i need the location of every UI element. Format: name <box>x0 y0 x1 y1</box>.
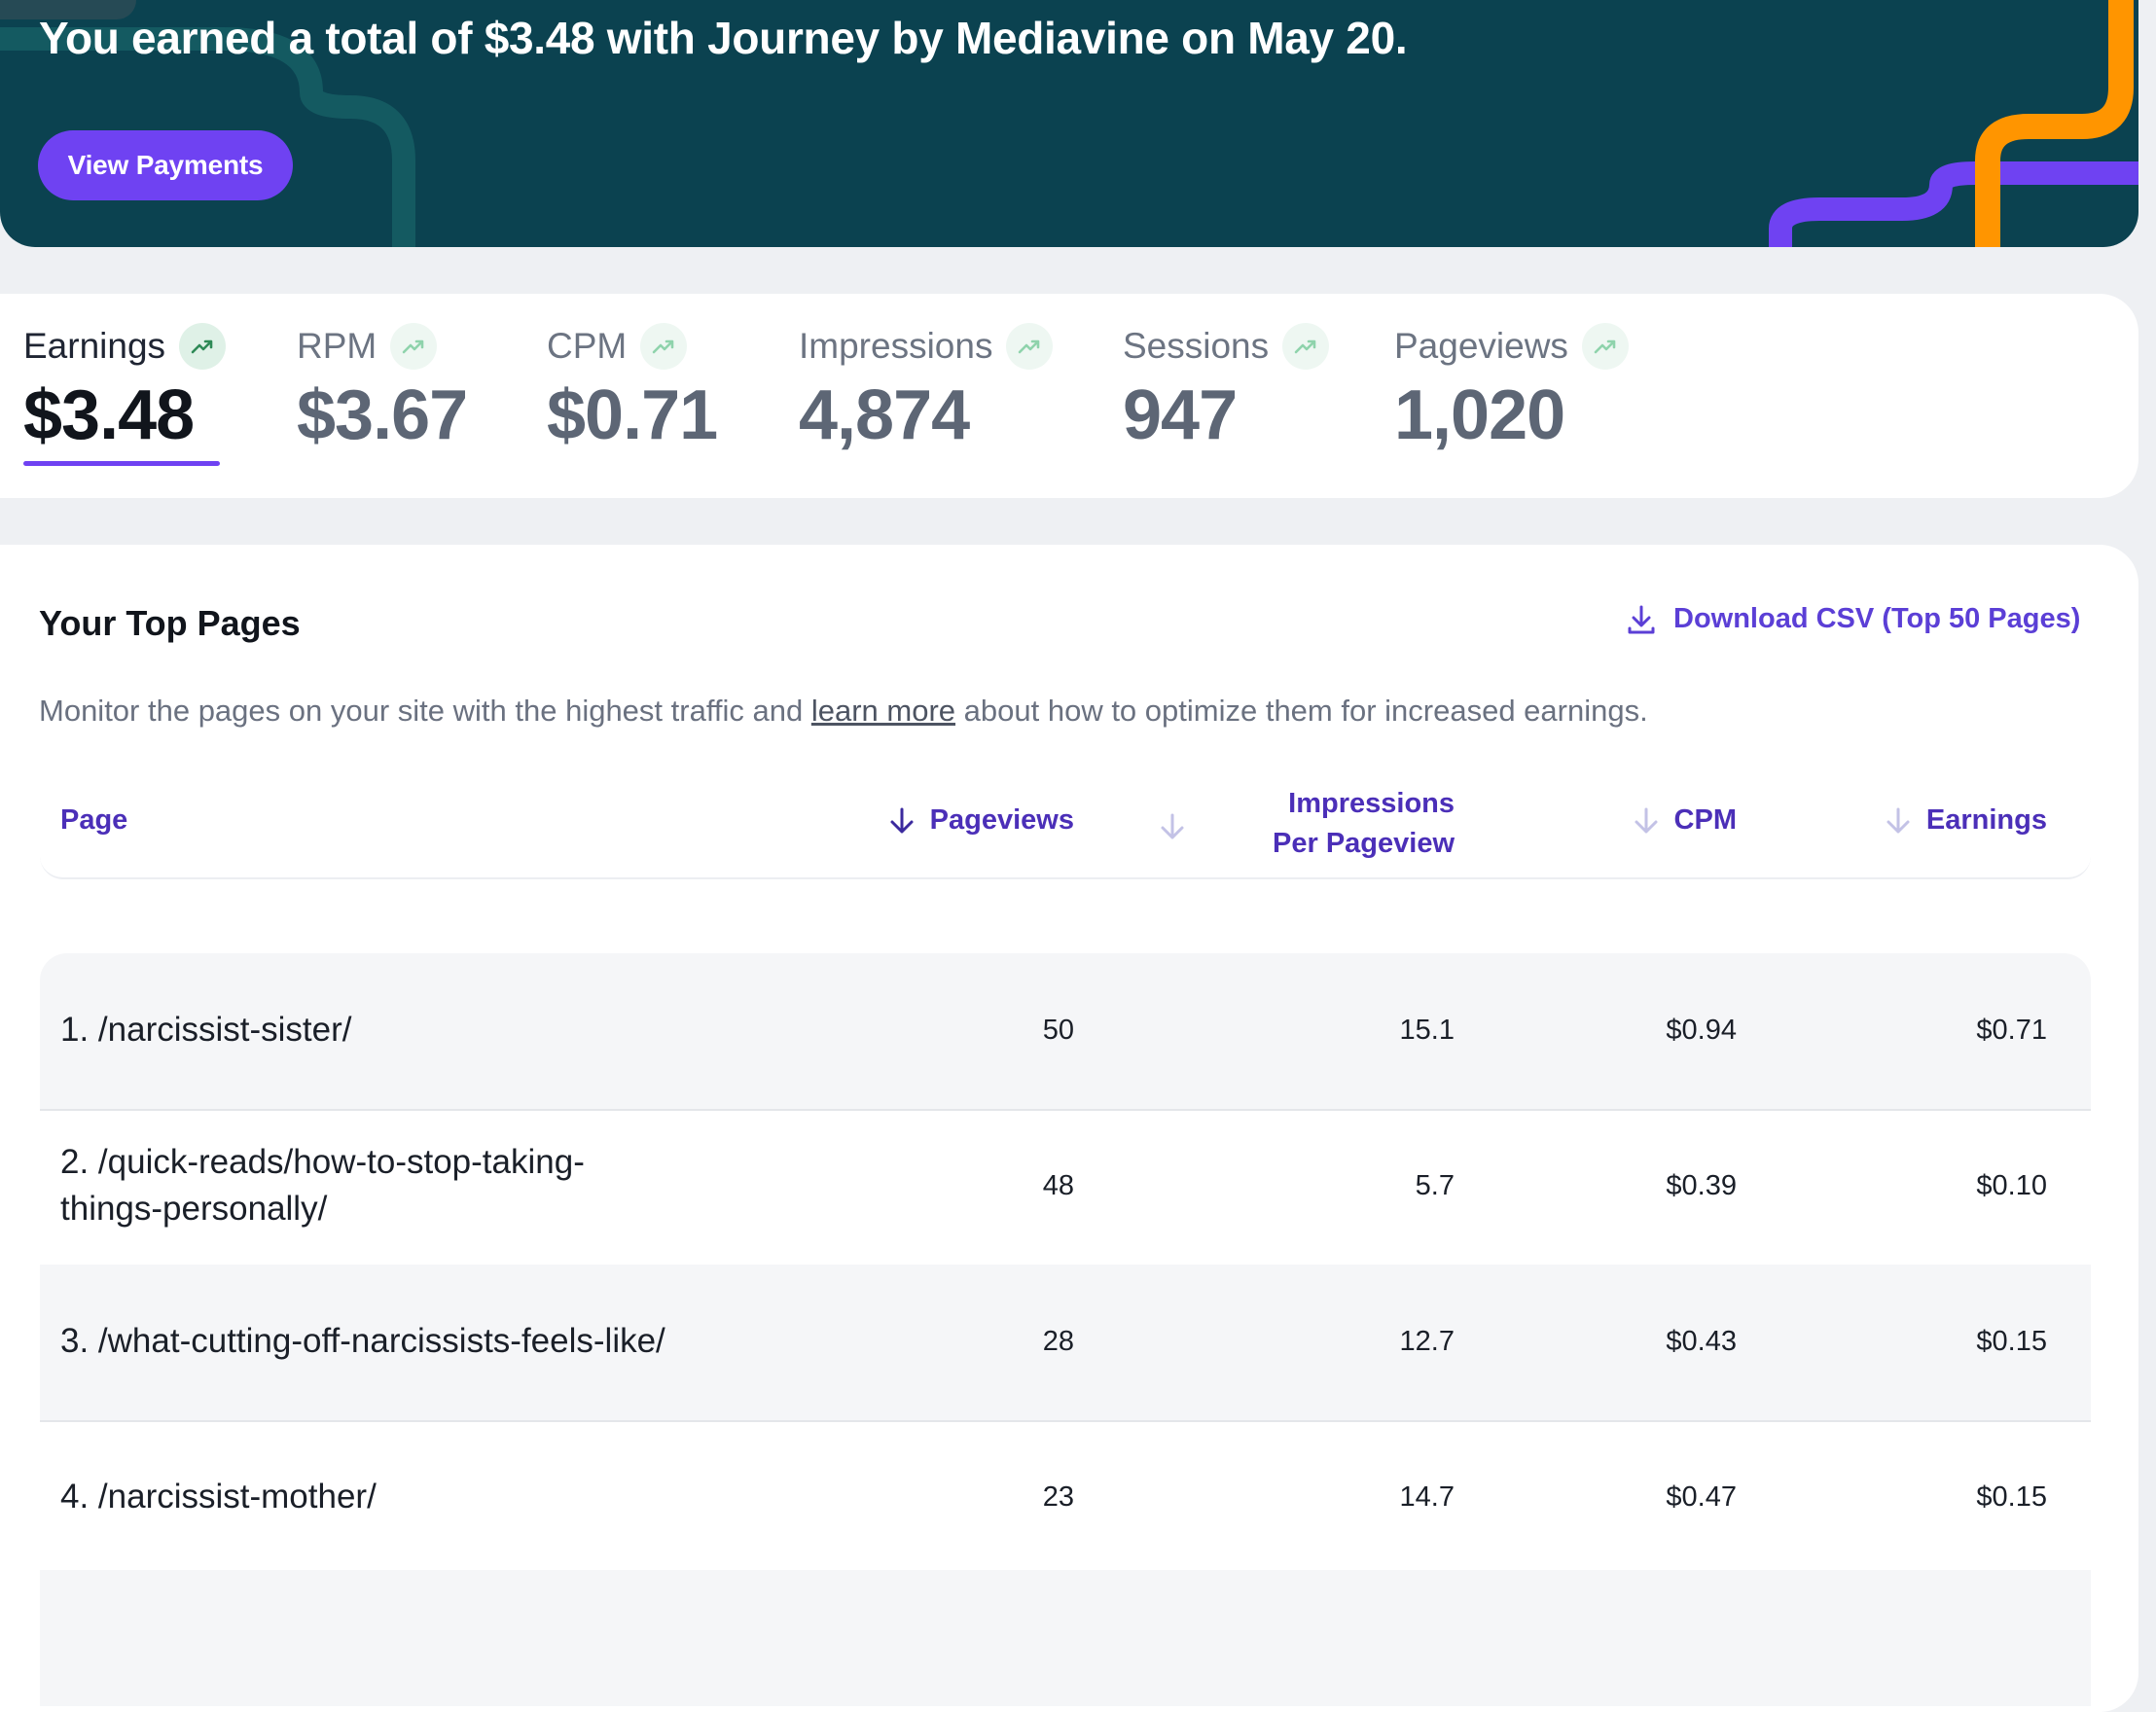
stat-label: CPM <box>547 326 628 366</box>
download-csv-label: Download CSV (Top 50 Pages) <box>1673 603 2081 634</box>
trend-up-icon <box>1282 323 1330 370</box>
table-row[interactable]: 2. /quick-reads/how-to-stop-taking- thin… <box>40 1109 2091 1266</box>
pageviews-cell: 50 <box>1042 1014 1074 1046</box>
stat-tab-impressions[interactable]: Impressions 4,874 <box>799 294 1061 498</box>
table-row[interactable]: 3. /what-cutting-off-narcissists-feels-l… <box>40 1265 2091 1422</box>
table-header: Page Pageviews Impressions Per Pageview … <box>40 768 2091 879</box>
page-cell: 4. /narcissist-mother/ <box>60 1420 800 1574</box>
stat-label: Impressions <box>799 326 993 366</box>
active-tab-underline <box>23 461 220 466</box>
page-path-line2: things-personally/ <box>60 1190 328 1228</box>
column-header-label: Pageviews <box>929 804 1074 836</box>
trend-up-icon <box>390 323 438 370</box>
impressions-per-pageview-cell: 5.7 <box>1415 1169 1455 1201</box>
pageviews-cell: 28 <box>1042 1325 1074 1357</box>
impressions-per-pageview-cell: 15.1 <box>1399 1014 1455 1046</box>
impressions-per-pageview-cell: 14.7 <box>1399 1480 1455 1513</box>
earnings-cell: $0.15 <box>1976 1325 2047 1357</box>
trend-up-icon <box>1006 323 1054 370</box>
stat-tab-pageviews[interactable]: Pageviews 1,020 <box>1394 294 1647 498</box>
stat-label: Sessions <box>1123 326 1270 366</box>
column-header-cpm[interactable]: CPM <box>1632 804 1737 837</box>
download-icon <box>1628 605 1655 633</box>
stat-label: Earnings <box>23 326 166 366</box>
top-tab <box>0 0 136 19</box>
pageviews-cell: 23 <box>1042 1480 1074 1513</box>
cpm-cell: $0.43 <box>1666 1325 1737 1357</box>
stat-tab-cpm[interactable]: CPM $0.71 <box>547 294 741 498</box>
cpm-cell: $0.47 <box>1666 1480 1737 1513</box>
column-header-pageviews[interactable]: Pageviews <box>887 804 1074 837</box>
impressions-per-pageview-cell: 12.7 <box>1399 1325 1455 1357</box>
stat-value: $0.71 <box>547 376 718 454</box>
sort-arrow-down-icon[interactable] <box>1158 811 1187 842</box>
banner-title: You earned a total of $3.48 with Journey… <box>39 13 1408 63</box>
table-row-partial[interactable] <box>40 1570 2091 1706</box>
earnings-cell: $0.15 <box>1976 1480 2047 1513</box>
stat-value: 4,874 <box>799 376 970 454</box>
trend-up-icon <box>640 323 688 370</box>
column-header-label: CPM <box>1673 804 1737 836</box>
stat-value: 947 <box>1123 376 1238 454</box>
page-path: 4. /narcissist-mother/ <box>60 1478 377 1516</box>
column-header-label-line1: Impressions <box>1288 788 1455 819</box>
page-cell: 2. /quick-reads/how-to-stop-taking- thin… <box>60 1109 800 1263</box>
sort-arrow-down-icon <box>890 807 914 833</box>
stat-label: RPM <box>297 326 377 366</box>
cpm-cell: $0.39 <box>1666 1169 1737 1201</box>
page-path: 1. /narcissist-sister/ <box>60 1011 352 1049</box>
stat-tab-rpm[interactable]: RPM $3.67 <box>297 294 491 498</box>
table-row[interactable]: 1. /narcissist-sister/ 50 15.1 $0.94 $0.… <box>40 953 2091 1111</box>
trend-up-icon <box>179 323 227 370</box>
earnings-banner: You earned a total of $3.48 with Journey… <box>0 0 2138 247</box>
page-cell: 3. /what-cutting-off-narcissists-feels-l… <box>60 1265 800 1418</box>
column-header-impressions-per-pageview[interactable]: Impressions Per Pageview <box>1273 784 1455 864</box>
description-text-before: Monitor the pages on your site with the … <box>39 694 811 728</box>
column-header-page[interactable]: Page <box>60 804 128 836</box>
table-row[interactable]: 4. /narcissist-mother/ 23 14.7 $0.47 $0.… <box>40 1420 2091 1578</box>
section-description: Monitor the pages on your site with the … <box>39 694 1648 729</box>
earnings-cell: $0.10 <box>1976 1169 2047 1201</box>
trend-up-icon <box>1581 323 1629 370</box>
banner-decoration <box>0 0 2138 247</box>
download-csv-link[interactable]: Download CSV (Top 50 Pages) <box>1627 603 2080 635</box>
stat-value: 1,020 <box>1394 376 1565 454</box>
top-pages-card: Your Top Pages Download CSV (Top 50 Page… <box>0 545 2138 1712</box>
stat-label: Pageviews <box>1394 326 1568 366</box>
learn-more-link[interactable]: learn more <box>810 694 956 728</box>
stat-value: $3.67 <box>297 376 468 454</box>
stat-value: $3.48 <box>23 376 195 454</box>
stat-tab-sessions[interactable]: Sessions 947 <box>1123 294 1347 498</box>
stats-card: Earnings $3.48 RPM $3.67 CPM $0.71 Impre… <box>0 294 2138 498</box>
page-path-line1: 2. /quick-reads/how-to-stop-taking- <box>60 1143 585 1181</box>
description-text-after: about how to optimize them for increased… <box>955 694 1648 728</box>
column-header-label-line2: Per Pageview <box>1273 828 1455 859</box>
view-payments-button[interactable]: View Payments <box>38 130 293 200</box>
stat-tab-earnings[interactable]: Earnings $3.48 <box>23 294 228 498</box>
pageviews-cell: 48 <box>1042 1169 1074 1201</box>
section-title: Your Top Pages <box>39 603 301 643</box>
column-header-label: Earnings <box>1925 804 2047 836</box>
cpm-cell: $0.94 <box>1666 1014 1737 1046</box>
page-path: 3. /what-cutting-off-narcissists-feels-l… <box>60 1322 665 1360</box>
sort-arrow-down-icon <box>1886 807 1910 833</box>
sort-arrow-down-icon <box>1635 807 1658 833</box>
column-header-earnings[interactable]: Earnings <box>1884 804 2047 837</box>
earnings-cell: $0.71 <box>1976 1014 2047 1046</box>
page-cell: 1. /narcissist-sister/ <box>60 953 800 1107</box>
